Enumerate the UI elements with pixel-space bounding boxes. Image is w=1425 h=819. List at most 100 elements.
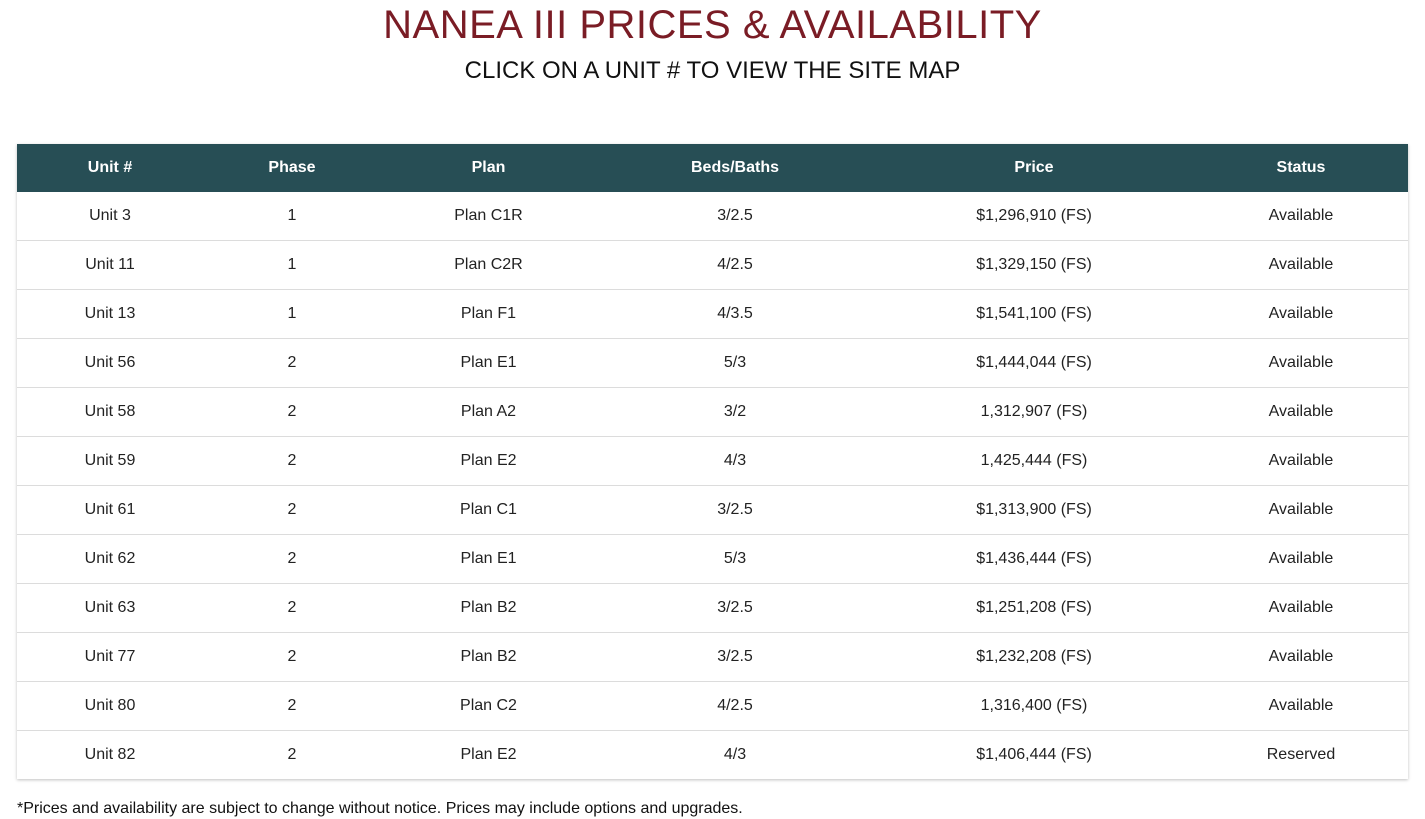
table-body: Unit 3 1 Plan C1R 3/2.5 $1,296,910 (FS) … <box>17 192 1408 779</box>
table-row: Unit 3 1 Plan C1R 3/2.5 $1,296,910 (FS) … <box>17 192 1408 241</box>
beds-baths-cell: 4/2.5 <box>596 240 874 290</box>
plan-cell: Plan C1 <box>381 485 596 535</box>
table-row: Unit 80 2 Plan C2 4/2.5 1,316,400 (FS) A… <box>17 681 1408 731</box>
unit-cell: Unit 11 <box>17 240 203 290</box>
unit-link[interactable]: Unit 58 <box>84 403 136 420</box>
unit-link[interactable]: Unit 59 <box>84 452 136 469</box>
status-cell: Available <box>1194 583 1408 633</box>
unit-cell: Unit 59 <box>17 436 203 486</box>
beds-baths-cell: 5/3 <box>596 534 874 584</box>
price-cell: $1,436,444 (FS) <box>874 534 1194 584</box>
beds-baths-cell: 4/3.5 <box>596 289 874 339</box>
phase-cell: 2 <box>203 632 381 682</box>
phase-cell: 2 <box>203 436 381 486</box>
table-row: Unit 63 2 Plan B2 3/2.5 $1,251,208 (FS) … <box>17 583 1408 633</box>
column-header-beds-baths: Beds/Baths <box>596 144 874 192</box>
status-cell: Available <box>1194 436 1408 486</box>
column-header-unit: Unit # <box>17 144 203 192</box>
phase-cell: 2 <box>203 730 381 779</box>
beds-baths-cell: 3/2.5 <box>717 207 753 224</box>
unit-cell: Unit 3 <box>17 192 203 241</box>
table-row: Unit 82 2 Plan E2 4/3 $1,406,444 (FS) Re… <box>17 730 1408 779</box>
price-cell: $1,444,044 (FS) <box>874 338 1194 388</box>
page-subtitle: CLICK ON A UNIT # TO VIEW THE SITE MAP <box>464 57 961 84</box>
unit-link[interactable]: Unit 56 <box>84 354 136 371</box>
status-cell: Available <box>1194 240 1408 290</box>
phase-cell: 1 <box>203 240 381 290</box>
unit-link[interactable]: Unit 3 <box>89 207 131 224</box>
price-cell: 1,316,400 (FS) <box>874 681 1194 731</box>
unit-link[interactable]: Unit 11 <box>85 256 135 273</box>
table-row: Unit 13 1 Plan F1 4/3.5 $1,541,100 (FS) … <box>17 289 1408 339</box>
price-cell: 1,312,907 (FS) <box>874 387 1194 437</box>
column-header-status: Status <box>1194 144 1408 192</box>
column-header-phase: Phase <box>203 144 381 192</box>
plan-cell: Plan E1 <box>381 534 596 584</box>
phase-cell: 2 <box>203 338 381 388</box>
price-cell: $1,406,444 (FS) <box>874 730 1194 779</box>
unit-link[interactable]: Unit 61 <box>84 501 136 518</box>
table-row: Unit 61 2 Plan C1 3/2.5 $1,313,900 (FS) … <box>17 485 1408 535</box>
plan-cell: Plan E2 <box>381 730 596 779</box>
table-row: Unit 59 2 Plan E2 4/3 1,425,444 (FS) Ava… <box>17 436 1408 486</box>
plan-cell: Plan F1 <box>381 289 596 339</box>
phase-cell: 1 <box>203 289 381 339</box>
availability-table-container: Unit # Phase Plan Beds/Baths Price Statu… <box>17 144 1408 779</box>
price-cell: $1,232,208 (FS) <box>874 632 1194 682</box>
plan-cell: Plan B2 <box>381 632 596 682</box>
table-row: Unit 77 2 Plan B2 3/2.5 $1,232,208 (FS) … <box>17 632 1408 682</box>
table-row: Unit 62 2 Plan E1 5/3 $1,436,444 (FS) Av… <box>17 534 1408 584</box>
unit-cell: Unit 62 <box>17 534 203 584</box>
status-cell: Available <box>1194 485 1408 535</box>
plan-cell: Plan E2 <box>381 436 596 486</box>
unit-link[interactable]: Unit 80 <box>84 697 136 714</box>
status-cell: Available <box>1194 681 1408 731</box>
column-header-price: Price <box>874 144 1194 192</box>
phase-cell: 2 <box>203 485 381 535</box>
table-header-row: Unit # Phase Plan Beds/Baths Price Statu… <box>17 144 1408 192</box>
unit-link[interactable]: Unit 77 <box>84 648 136 665</box>
unit-link[interactable]: Unit 82 <box>84 746 136 763</box>
status-cell: Available <box>1268 207 1334 224</box>
phase-cell: 2 <box>203 583 381 633</box>
column-header-plan: Plan <box>381 144 596 192</box>
price-cell: $1,541,100 (FS) <box>874 289 1194 339</box>
page-title: NANEA III PRICES & AVAILABILITY <box>383 3 1042 47</box>
unit-cell: Unit 61 <box>17 485 203 535</box>
unit-cell: Unit 58 <box>17 387 203 437</box>
beds-baths-cell: 3/2.5 <box>596 583 874 633</box>
disclaimer-footnote: *Prices and availability are subject to … <box>17 800 743 817</box>
unit-cell: Unit 13 <box>17 289 203 339</box>
plan-cell: Plan B2 <box>381 583 596 633</box>
phase-cell: 1 <box>287 207 297 224</box>
unit-cell: Unit 77 <box>17 632 203 682</box>
beds-baths-cell: 3/2.5 <box>596 485 874 535</box>
beds-baths-cell: 3/2.5 <box>596 632 874 682</box>
price-cell: $1,329,150 (FS) <box>874 240 1194 290</box>
unit-cell: Unit 80 <box>17 681 203 731</box>
unit-cell: Unit 63 <box>17 583 203 633</box>
status-cell: Available <box>1194 289 1408 339</box>
beds-baths-cell: 4/2.5 <box>596 681 874 731</box>
table-row: Unit 11 1 Plan C2R 4/2.5 $1,329,150 (FS)… <box>17 240 1408 290</box>
price-cell: $1,251,208 (FS) <box>874 583 1194 633</box>
phase-cell: 2 <box>203 387 381 437</box>
unit-cell: Unit 56 <box>17 338 203 388</box>
price-cell: 1,425,444 (FS) <box>874 436 1194 486</box>
unit-cell: Unit 82 <box>17 730 203 779</box>
status-cell: Available <box>1194 632 1408 682</box>
status-cell: Available <box>1194 534 1408 584</box>
unit-link[interactable]: Unit 63 <box>84 599 136 616</box>
table-row: Unit 56 2 Plan E1 5/3 $1,444,044 (FS) Av… <box>17 338 1408 388</box>
unit-link[interactable]: Unit 13 <box>84 305 136 322</box>
unit-link[interactable]: Unit 62 <box>84 550 136 567</box>
availability-table: Unit # Phase Plan Beds/Baths Price Statu… <box>17 144 1408 779</box>
price-cell: $1,296,910 (FS) <box>976 207 1092 224</box>
beds-baths-cell: 3/2 <box>596 387 874 437</box>
phase-cell: 2 <box>203 534 381 584</box>
status-cell: Available <box>1194 338 1408 388</box>
plan-cell: Plan C2 <box>381 681 596 731</box>
status-cell: Reserved <box>1194 730 1408 779</box>
plan-cell: Plan E1 <box>381 338 596 388</box>
beds-baths-cell: 4/3 <box>596 436 874 486</box>
